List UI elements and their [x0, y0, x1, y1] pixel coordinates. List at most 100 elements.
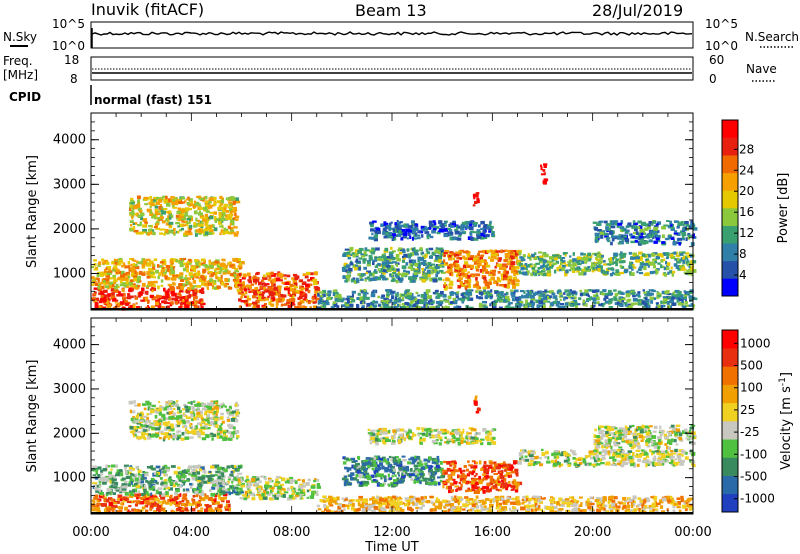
data-cell [506, 271, 509, 274]
data-cell [551, 258, 555, 262]
data-cell [390, 265, 394, 269]
data-cell [617, 299, 622, 303]
data-cell [225, 210, 229, 213]
data-cell [107, 295, 110, 299]
data-cell [214, 216, 217, 220]
data-cell [268, 286, 273, 290]
data-cell [304, 275, 309, 279]
data-cell [232, 217, 236, 220]
data-cell [215, 492, 218, 495]
data-cell [150, 422, 154, 425]
data-cell [312, 305, 318, 310]
data-cell [403, 231, 408, 235]
data-cell [287, 292, 291, 297]
data-cell [217, 508, 222, 511]
data-cell [471, 289, 474, 292]
data-cell [180, 258, 183, 261]
data-cell [216, 271, 221, 274]
data-cell [609, 230, 613, 235]
data-cell [636, 226, 641, 229]
data-cell [429, 277, 433, 282]
y-axis-label: Slant Range [km] [25, 155, 40, 268]
data-cell [474, 193, 479, 198]
data-cell [136, 500, 141, 503]
data-cell [635, 256, 640, 260]
data-cell [244, 299, 248, 303]
data-cell [386, 297, 389, 300]
data-cell [102, 261, 107, 265]
data-cell [300, 287, 306, 290]
data-cell [346, 264, 351, 268]
data-cell [227, 507, 232, 512]
data-cell [209, 278, 213, 283]
data-cell [193, 204, 197, 208]
data-cell [299, 293, 303, 296]
data-cell [400, 224, 405, 228]
data-cell [169, 496, 173, 500]
data-cell [652, 258, 657, 262]
data-cell [263, 305, 267, 309]
data-cell [483, 280, 487, 284]
data-cell [200, 417, 204, 420]
data-cell [225, 508, 229, 511]
data-cell [103, 294, 107, 298]
data-cell [520, 265, 526, 268]
data-cell [206, 286, 209, 290]
data-cell [112, 276, 116, 280]
data-cell [604, 263, 609, 266]
data-cell [231, 209, 234, 212]
data-cell [488, 229, 492, 233]
data-cell [684, 221, 689, 225]
data-cell [468, 291, 472, 296]
data-cell [460, 227, 465, 231]
data-cell [208, 261, 211, 265]
data-cell [414, 253, 419, 256]
data-cell [219, 493, 223, 496]
data-cell [439, 252, 443, 256]
data-cell [253, 290, 257, 293]
data-cell [473, 237, 479, 241]
data-cell [671, 302, 677, 306]
data-cell [648, 235, 654, 238]
data-cell [486, 271, 490, 274]
data-cell [560, 303, 564, 306]
data-cell [478, 291, 484, 295]
data-cell [104, 477, 109, 482]
data-cell [144, 203, 148, 206]
data-cell [339, 298, 345, 302]
data-cell [368, 305, 372, 308]
data-cell [145, 480, 148, 483]
data-cell [214, 507, 219, 511]
data-cell [649, 296, 655, 300]
data-cell [509, 289, 514, 292]
data-cell [257, 293, 260, 296]
data-cell [440, 271, 446, 274]
data-cell [213, 286, 217, 290]
data-region [341, 246, 447, 284]
data-cell [202, 428, 207, 431]
data-cell [205, 231, 209, 236]
nsearch-label: N.Search [745, 30, 799, 44]
data-cell [227, 199, 232, 202]
data-cell [681, 231, 686, 236]
data-cell [556, 290, 562, 295]
data-cell [541, 302, 546, 307]
data-cell [507, 280, 510, 284]
data-cell [214, 272, 218, 275]
data-cell [169, 503, 173, 506]
data-cell [240, 491, 245, 494]
data-cell [468, 257, 473, 261]
data-cell [184, 212, 187, 216]
data-cell [222, 209, 226, 213]
data-cell [604, 300, 609, 304]
data-cell [181, 503, 186, 506]
data-cell [501, 250, 505, 253]
data-cell [603, 297, 607, 301]
data-cell [676, 299, 679, 303]
data-cell [408, 292, 412, 296]
data-cell [372, 300, 375, 304]
data-cell [227, 476, 232, 479]
data-cell [381, 261, 387, 265]
data-cell [158, 491, 162, 495]
nsky-frame [90, 21, 694, 49]
